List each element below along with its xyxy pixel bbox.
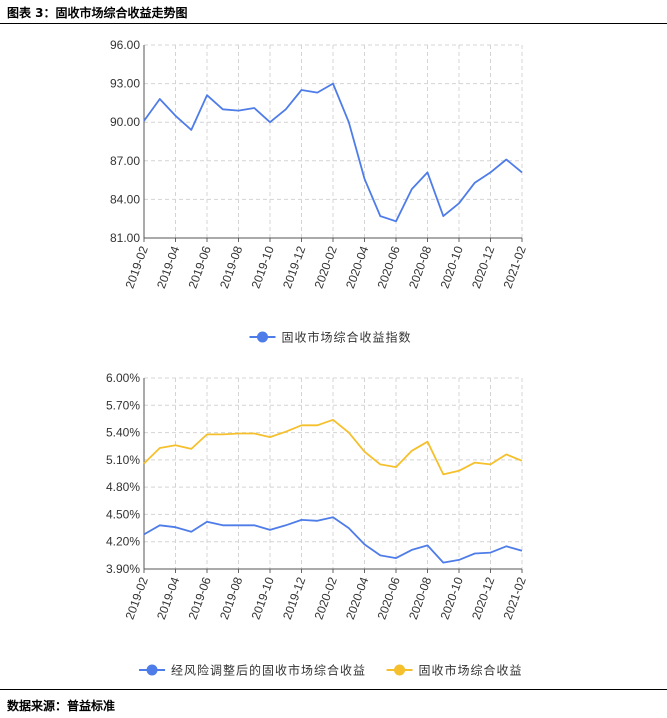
y-tick-label: 3.90% [106, 562, 140, 576]
series-line-1 [143, 82, 523, 223]
x-tick-label: 2019-10 [249, 244, 277, 290]
x-tick-label: 2019-08 [217, 244, 245, 290]
x-tick-label: 2019-12 [280, 575, 308, 621]
x-tick-label: 2020-04 [343, 575, 371, 621]
y-tick-label: 5.10% [106, 453, 140, 467]
y-tick-label: 5.40% [106, 426, 140, 440]
x-tick-label: 2019-02 [123, 244, 151, 290]
legend-label-2: 固收市场综合收益 [419, 663, 523, 678]
x-tick-label: 2019-02 [123, 575, 151, 621]
x-tick-label: 2020-02 [312, 575, 340, 621]
y-tick-label: 4.50% [106, 507, 140, 521]
legend-marker-1 [257, 331, 268, 343]
chart-composite-returns: 6.00% 5.70% 5.40% 5.10% 4.80% 4.50% 4.20% 3.90%… [106, 371, 529, 678]
x-tick-label: 2020-04 [343, 244, 371, 290]
legend-label-1: 经风险调整后的固收市场综合收益 [171, 663, 366, 678]
y-tick-label: 81.00 [110, 231, 140, 245]
source-note: 数据来源：普益标准 [7, 699, 116, 713]
y-tick-label: 84.00 [110, 192, 140, 206]
legend-label-1: 固收市场综合收益指数 [282, 330, 412, 345]
x-tick-label: 2021-02 [501, 575, 529, 621]
x-tick-label: 2019-08 [217, 575, 245, 621]
legend-marker-2 [394, 664, 406, 676]
x-tick-label: 2020-12 [469, 244, 497, 290]
x-tick-label: 2019-12 [280, 244, 308, 290]
figure-title: 图表 3：固收市场综合收益走势图 [7, 6, 188, 20]
x-tick-label: 2020-06 [375, 244, 403, 290]
bottom-rule [0, 689, 667, 690]
y-tick-label: 87.00 [110, 154, 140, 168]
y-tick-label: 4.80% [106, 480, 140, 494]
x-tick-label: 2020-10 [438, 244, 466, 290]
x-tick-label: 2020-08 [406, 575, 434, 621]
series-line-2 [143, 418, 523, 476]
y-tick-label: 90.00 [110, 115, 140, 129]
x-tick-label: 2020-12 [469, 575, 497, 621]
x-tick-label: 2019-04 [154, 244, 182, 290]
x-tick-label: 2020-02 [312, 244, 340, 290]
legend-marker-1 [146, 664, 158, 676]
y-tick-label: 93.00 [110, 77, 140, 91]
x-tick-label: 2019-04 [154, 575, 182, 621]
x-tick-label: 2019-06 [186, 575, 214, 621]
x-tick-label: 2020-10 [438, 575, 466, 621]
x-tick-label: 2020-06 [375, 575, 403, 621]
x-tick-label: 2020-08 [406, 244, 434, 290]
y-tick-label: 4.20% [106, 535, 140, 549]
top-rule [0, 23, 667, 24]
y-tick-label: 96.00 [110, 38, 140, 52]
x-tick-label: 2019-10 [249, 575, 277, 621]
y-tick-label: 5.70% [106, 398, 140, 412]
x-tick-label: 2021-02 [501, 244, 529, 290]
x-tick-label: 2019-06 [186, 244, 214, 290]
series-line-1 [143, 516, 523, 564]
y-tick-label: 6.00% [106, 371, 140, 385]
